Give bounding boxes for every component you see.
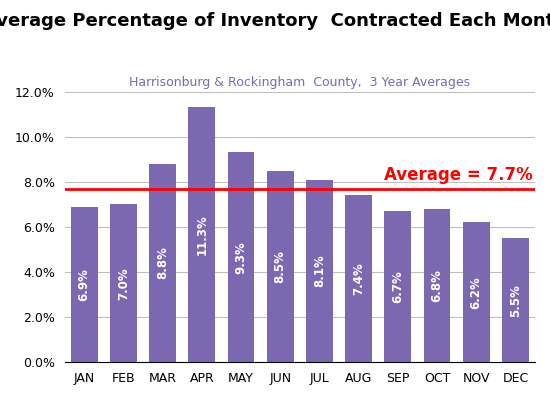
Bar (463, 222, 490, 362)
Bar (502, 238, 529, 362)
Title: Harrisonburg & Rockingham  County,  3 Year Averages: Harrisonburg & Rockingham County, 3 Year… (129, 76, 470, 89)
Text: Average Percentage of Inventory  Contracted Each Month: Average Percentage of Inventory Contract… (0, 12, 550, 30)
Bar (384, 211, 411, 362)
Bar (228, 152, 254, 362)
Text: 9.3%: 9.3% (234, 241, 248, 274)
Bar (189, 107, 215, 362)
Bar (306, 180, 333, 362)
Text: 8.1%: 8.1% (313, 254, 326, 287)
Bar (267, 170, 294, 362)
Text: 6.8%: 6.8% (431, 269, 443, 302)
Text: 6.9%: 6.9% (78, 268, 91, 301)
Text: Average = 7.7%: Average = 7.7% (384, 166, 533, 184)
Bar (71, 207, 97, 362)
Bar (149, 164, 176, 362)
Bar (424, 209, 450, 362)
Text: 8.5%: 8.5% (274, 250, 287, 283)
Text: 7.0%: 7.0% (117, 267, 130, 300)
Text: 11.3%: 11.3% (195, 214, 208, 255)
Bar (345, 195, 372, 362)
Text: 5.5%: 5.5% (509, 284, 522, 317)
Text: 7.4%: 7.4% (352, 262, 365, 295)
Text: 6.2%: 6.2% (470, 276, 483, 309)
Text: 8.8%: 8.8% (156, 246, 169, 280)
Bar (110, 204, 137, 362)
Text: 6.7%: 6.7% (391, 270, 404, 303)
